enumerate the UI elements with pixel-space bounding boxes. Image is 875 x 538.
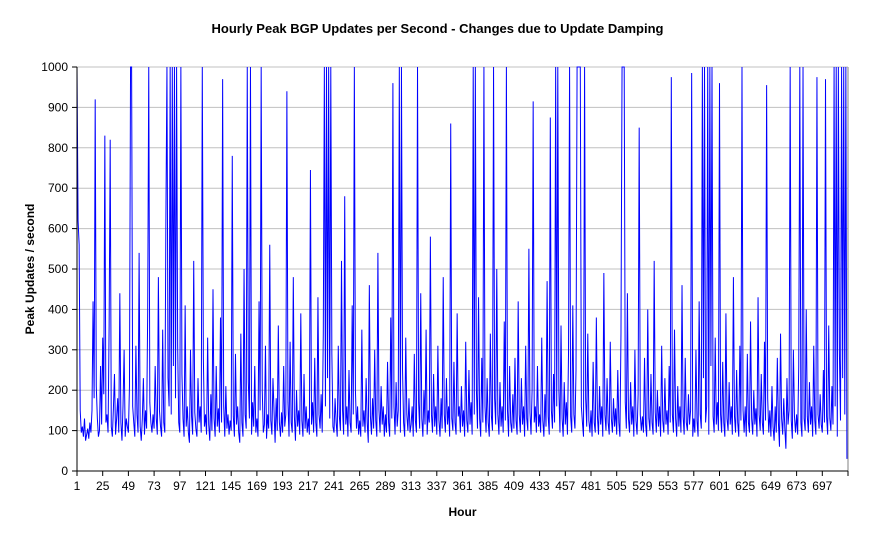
y-tick-label: 100 (48, 424, 68, 438)
x-tick-label: 265 (350, 479, 370, 493)
x-tick-label: 625 (735, 479, 755, 493)
x-tick-label: 193 (273, 479, 293, 493)
x-tick-label: 337 (427, 479, 447, 493)
y-tick-label: 700 (48, 181, 68, 195)
x-tick-label: 97 (173, 479, 187, 493)
x-tick-label: 49 (122, 479, 136, 493)
x-tick-label: 289 (375, 479, 395, 493)
x-tick-label: 433 (530, 479, 550, 493)
x-tick-label: 673 (787, 479, 807, 493)
y-tick-label: 900 (48, 100, 68, 114)
x-tick-label: 505 (607, 479, 627, 493)
x-tick-label: 1 (74, 479, 81, 493)
x-tick-label: 481 (581, 479, 601, 493)
y-tick-label: 500 (48, 262, 68, 276)
x-tick-label: 697 (812, 479, 832, 493)
x-tick-label: 457 (555, 479, 575, 493)
x-tick-label: 649 (761, 479, 781, 493)
x-tick-label: 577 (684, 479, 704, 493)
x-tick-label: 409 (504, 479, 524, 493)
y-tick-label: 800 (48, 141, 68, 155)
x-tick-label: 385 (478, 479, 498, 493)
x-tick-label: 529 (632, 479, 652, 493)
data-series-line (76, 66, 848, 459)
x-axis-title: Hour (448, 505, 477, 519)
y-tick-label: 600 (48, 222, 68, 236)
y-tick-label: 1000 (41, 60, 68, 74)
y-tick-label: 400 (48, 302, 68, 316)
y-tick-label: 300 (48, 343, 68, 357)
chart-title: Hourly Peak BGP Updates per Second - Cha… (211, 21, 664, 36)
x-tick-label: 73 (147, 479, 161, 493)
x-tick-label: 145 (221, 479, 241, 493)
y-tick-label: 200 (48, 383, 68, 397)
x-tick-label: 25 (96, 479, 110, 493)
x-tick-label: 169 (247, 479, 267, 493)
x-tick-label: 361 (452, 479, 472, 493)
x-tick-label: 553 (658, 479, 678, 493)
x-tick-label: 121 (195, 479, 215, 493)
x-tick-label: 217 (298, 479, 318, 493)
x-tick-label: 313 (401, 479, 421, 493)
x-tick-label: 241 (324, 479, 344, 493)
y-axis-title: Peak Updates / second (23, 203, 37, 335)
x-tick-label: 601 (709, 479, 729, 493)
y-tick-label: 0 (61, 464, 68, 478)
